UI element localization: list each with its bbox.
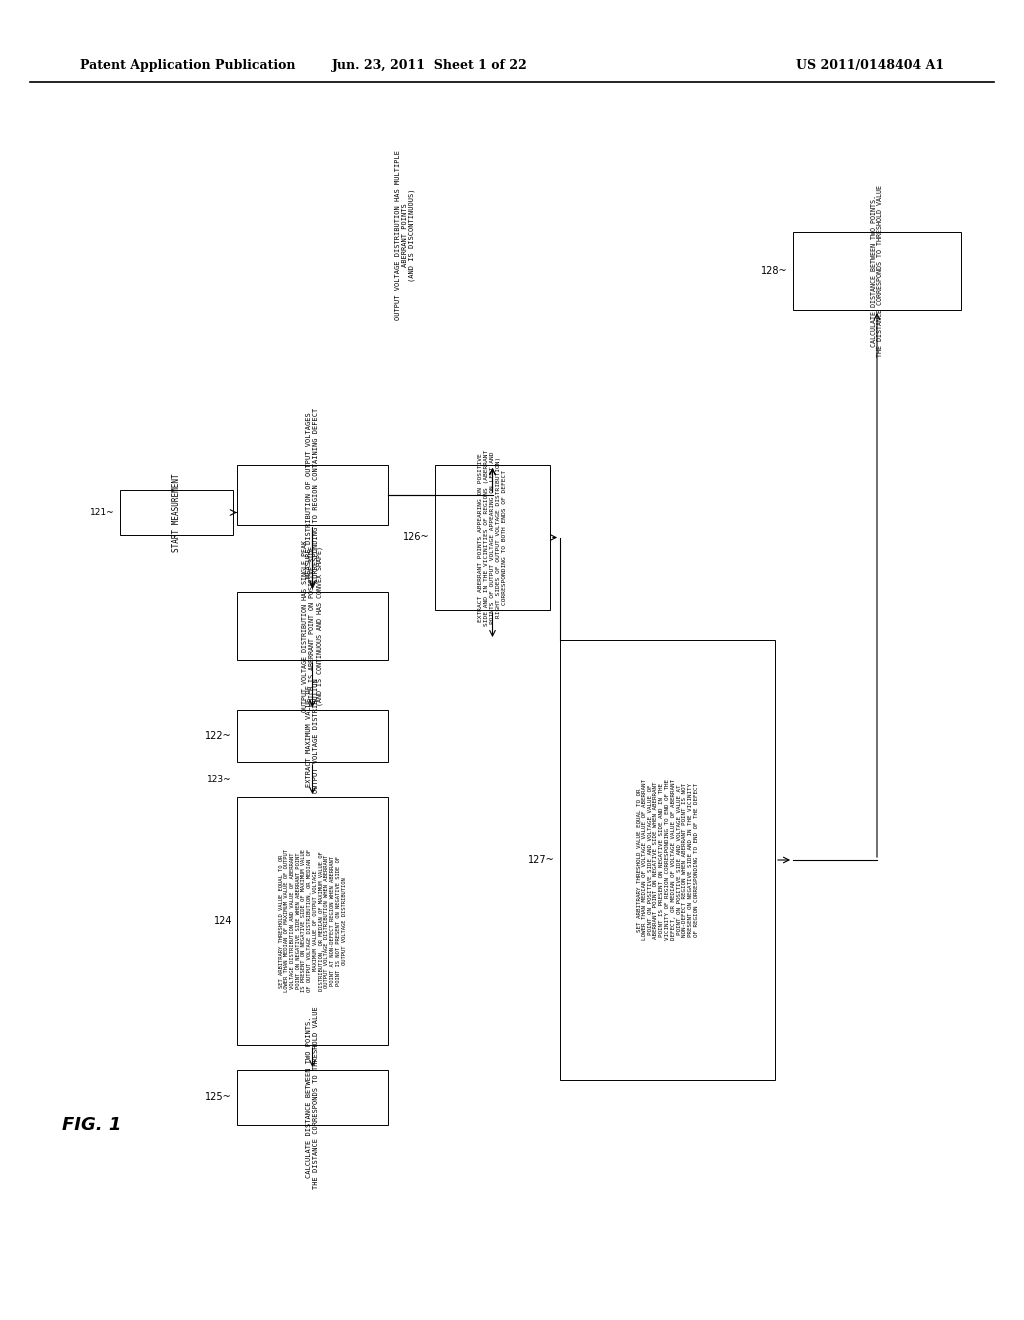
Bar bbox=[120, 490, 233, 535]
Text: 126~: 126~ bbox=[403, 532, 430, 543]
Text: 124: 124 bbox=[213, 916, 232, 927]
Bar bbox=[560, 640, 775, 1080]
Text: OUTPUT VOLTAGE DISTRIBUTION HAS MULTIPLE
ABERRANT POINTS
(AND IS DISCONTINUOUS): OUTPUT VOLTAGE DISTRIBUTION HAS MULTIPLE… bbox=[394, 150, 416, 319]
Text: CALCULATE DISTANCE BETWEEN TWO POINTS.
THE DISTANCE CORRESPONDS TO THRESHOLD VAL: CALCULATE DISTANCE BETWEEN TWO POINTS. T… bbox=[306, 1006, 319, 1189]
Text: START MEASUREMENT: START MEASUREMENT bbox=[172, 473, 181, 552]
Text: Jun. 23, 2011  Sheet 1 of 22: Jun. 23, 2011 Sheet 1 of 22 bbox=[332, 58, 528, 71]
Text: US 2011/0148404 A1: US 2011/0148404 A1 bbox=[796, 58, 944, 71]
Text: FIG. 1: FIG. 1 bbox=[62, 1115, 122, 1134]
Text: SET ARBITRARY THRESHOLD VALUE EQUAL TO OR
LOWER THAN MEDIAN OF VOLTAGE VALUE OF : SET ARBITRARY THRESHOLD VALUE EQUAL TO O… bbox=[636, 780, 699, 940]
Text: 121~: 121~ bbox=[90, 508, 115, 517]
Text: EXTRACT MAXIMUM VALUE OF
OUTPUT VOLTAGE DISTRIBUTION: EXTRACT MAXIMUM VALUE OF OUTPUT VOLTAGE … bbox=[306, 678, 319, 793]
Text: CALCULATE DISTANCE BETWEEN TWO POINTS.
THE DISTANCE CORRESPONDS TO THRESHOLD VAL: CALCULATE DISTANCE BETWEEN TWO POINTS. T… bbox=[870, 185, 884, 356]
Text: 123~: 123~ bbox=[208, 775, 232, 784]
Text: 125~: 125~ bbox=[205, 1093, 232, 1102]
Text: OUTPUT VOLTAGE DISTRIBUTION HAS SINGLE PEAK
WHICH IS ABERRANT POINT ON POSITIVE : OUTPUT VOLTAGE DISTRIBUTION HAS SINGLE P… bbox=[302, 540, 323, 711]
Bar bbox=[237, 797, 388, 1045]
Bar bbox=[793, 232, 961, 310]
Text: 122~: 122~ bbox=[205, 731, 232, 741]
Text: SET ARBITRARY THRESHOLD VALUE EQUAL TO OR
LOWER THAN MEDIAN OF MAXIMUM VALUE OF : SET ARBITRARY THRESHOLD VALUE EQUAL TO O… bbox=[279, 850, 347, 993]
Text: EXTRACT ABERRANT POINTS APPEARING ON POSITIVE
SIDE AND IN THE VICINITIES OF REGI: EXTRACT ABERRANT POINTS APPEARING ON POS… bbox=[478, 449, 507, 626]
Bar bbox=[435, 465, 550, 610]
Bar bbox=[237, 710, 388, 762]
Text: Patent Application Publication: Patent Application Publication bbox=[80, 58, 296, 71]
Text: MEASURE DISTRIBUTION OF OUTPUT VOLTAGES
CORRESPONDING TO REGION CONTAINING DEFEC: MEASURE DISTRIBUTION OF OUTPUT VOLTAGES … bbox=[306, 408, 319, 582]
Text: 127~: 127~ bbox=[528, 855, 555, 865]
Text: 128~: 128~ bbox=[762, 267, 788, 276]
Bar bbox=[237, 465, 388, 525]
Bar bbox=[237, 591, 388, 660]
Bar bbox=[237, 1071, 388, 1125]
